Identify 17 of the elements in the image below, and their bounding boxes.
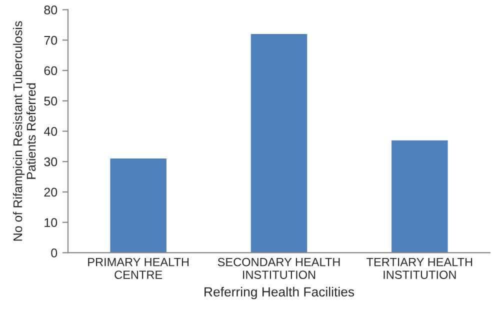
y-tick-label: 20 bbox=[44, 188, 58, 197]
x-tick-label: SECONDARY HEALTH INSTITUTION bbox=[218, 258, 340, 279]
y-tick-label: 0 bbox=[51, 248, 58, 258]
bar bbox=[250, 34, 308, 253]
y-tick-label: 70 bbox=[44, 36, 58, 45]
y-tick-label: 10 bbox=[44, 218, 58, 227]
y-tick-label: 60 bbox=[44, 66, 58, 76]
x-tick-label: PRIMARY HEALTH CENTRE bbox=[88, 258, 189, 279]
x-tick-label: TERTIARY HEALTH INSTITUTION bbox=[366, 258, 472, 279]
x-axis-title: Referring Health Facilities bbox=[204, 286, 354, 300]
y-tick-label: 50 bbox=[44, 96, 58, 106]
y-tick-label: 30 bbox=[44, 157, 58, 166]
y-tick-label: 80 bbox=[44, 6, 58, 14]
bar bbox=[110, 158, 166, 253]
bar bbox=[392, 140, 448, 253]
y-tick-label: 40 bbox=[44, 127, 58, 136]
y-axis-title: No of Rifampicin Resistant Tuberculosis Patients Referred bbox=[13, 21, 36, 241]
